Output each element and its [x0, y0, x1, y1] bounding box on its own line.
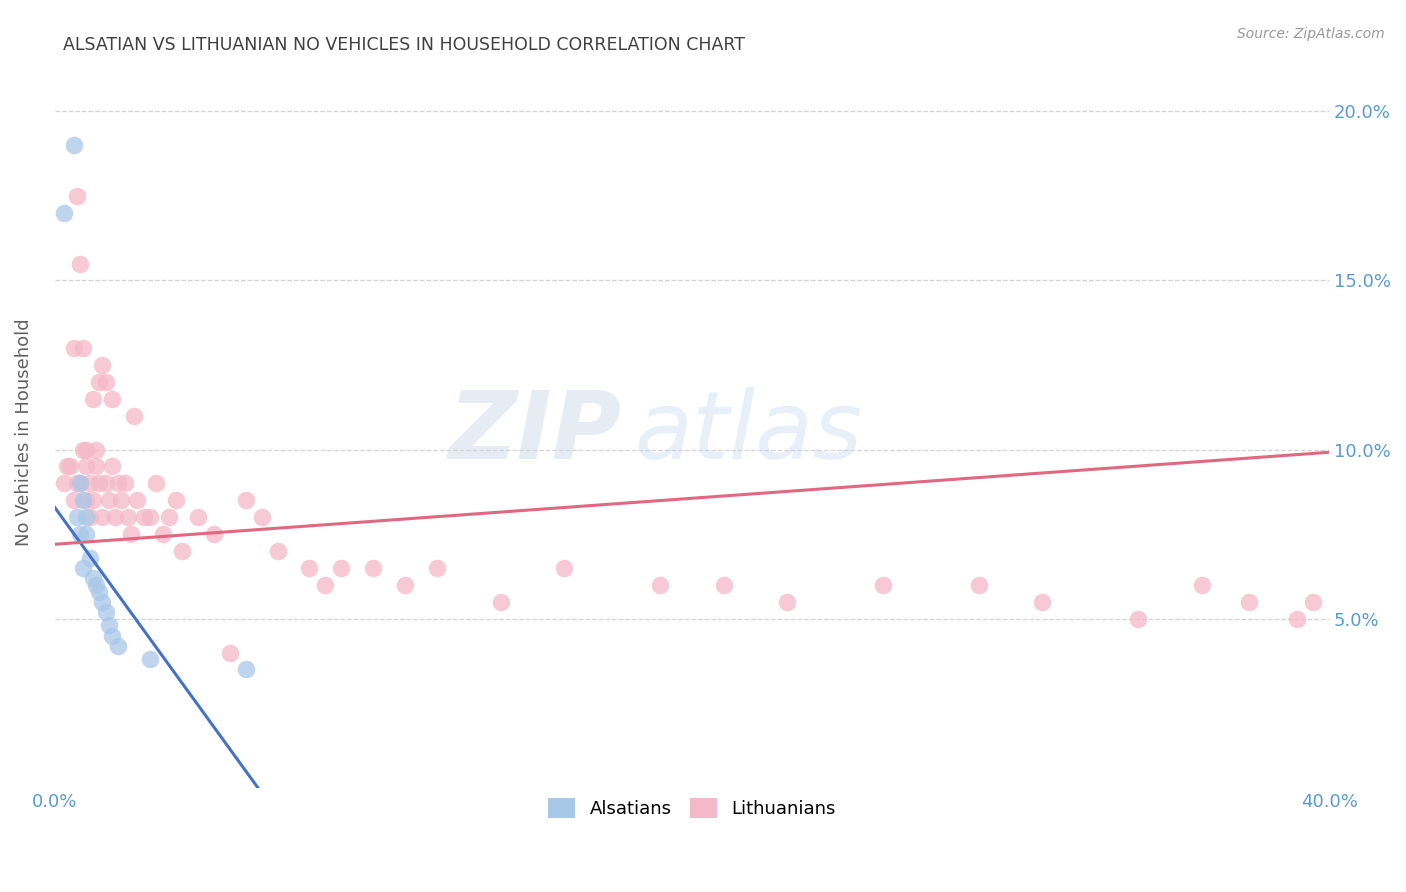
- Point: [89, 584, 111, 599]
- Point: [89, 375, 111, 389]
- Point: [967, 578, 990, 592]
- Point: [235, 493, 257, 508]
- Point: [101, 629, 124, 643]
- Point: [75, 442, 97, 457]
- Point: [62, 341, 84, 355]
- Point: [1031, 595, 1053, 609]
- Point: [202, 527, 225, 541]
- Point: [82, 392, 104, 406]
- Point: [132, 510, 155, 524]
- Point: [91, 510, 114, 524]
- Point: [127, 493, 149, 508]
- Point: [165, 493, 187, 508]
- Point: [139, 652, 162, 666]
- Point: [62, 493, 84, 508]
- Point: [101, 459, 124, 474]
- Point: [94, 375, 117, 389]
- Point: [170, 544, 193, 558]
- Point: [235, 663, 257, 677]
- Point: [82, 493, 104, 508]
- Legend: Alsatians, Lithuanians: Alsatians, Lithuanians: [541, 790, 842, 825]
- Point: [69, 256, 91, 270]
- Point: [94, 605, 117, 619]
- Point: [330, 561, 353, 575]
- Point: [110, 493, 132, 508]
- Point: [75, 527, 97, 541]
- Point: [1239, 595, 1261, 609]
- Point: [120, 527, 142, 541]
- Point: [489, 595, 512, 609]
- Point: [72, 442, 94, 457]
- Point: [107, 639, 129, 653]
- Point: [62, 138, 84, 153]
- Point: [84, 442, 107, 457]
- Point: [97, 493, 120, 508]
- Point: [84, 459, 107, 474]
- Point: [218, 646, 240, 660]
- Point: [152, 527, 174, 541]
- Point: [104, 510, 127, 524]
- Point: [776, 595, 799, 609]
- Point: [394, 578, 416, 592]
- Point: [157, 510, 180, 524]
- Point: [75, 493, 97, 508]
- Y-axis label: No Vehicles in Household: No Vehicles in Household: [15, 318, 32, 547]
- Text: Source: ZipAtlas.com: Source: ZipAtlas.com: [1237, 27, 1385, 41]
- Point: [314, 578, 336, 592]
- Text: ZIP: ZIP: [449, 386, 621, 479]
- Point: [1126, 612, 1149, 626]
- Point: [97, 618, 120, 632]
- Point: [53, 476, 76, 491]
- Point: [114, 476, 136, 491]
- Point: [122, 409, 145, 423]
- Text: ALSATIAN VS LITHUANIAN NO VEHICLES IN HOUSEHOLD CORRELATION CHART: ALSATIAN VS LITHUANIAN NO VEHICLES IN HO…: [63, 36, 745, 54]
- Point: [553, 561, 575, 575]
- Point: [250, 510, 273, 524]
- Point: [713, 578, 735, 592]
- Point: [69, 527, 91, 541]
- Point: [101, 392, 124, 406]
- Point: [1286, 612, 1309, 626]
- Point: [117, 510, 139, 524]
- Point: [91, 595, 114, 609]
- Point: [59, 459, 82, 474]
- Point: [72, 561, 94, 575]
- Point: [69, 476, 91, 491]
- Point: [1302, 595, 1324, 609]
- Point: [187, 510, 209, 524]
- Point: [72, 341, 94, 355]
- Point: [107, 476, 129, 491]
- Point: [53, 206, 76, 220]
- Point: [79, 510, 101, 524]
- Point: [66, 476, 89, 491]
- Point: [361, 561, 384, 575]
- Point: [139, 510, 162, 524]
- Point: [75, 459, 97, 474]
- Point: [266, 544, 288, 558]
- Point: [72, 493, 94, 508]
- Point: [79, 550, 101, 565]
- Point: [75, 510, 97, 524]
- Point: [56, 459, 79, 474]
- Point: [79, 476, 101, 491]
- Point: [84, 578, 107, 592]
- Point: [1191, 578, 1213, 592]
- Point: [69, 476, 91, 491]
- Point: [872, 578, 894, 592]
- Point: [82, 571, 104, 585]
- Point: [91, 358, 114, 372]
- Point: [89, 476, 111, 491]
- Text: atlas: atlas: [634, 387, 863, 478]
- Point: [145, 476, 167, 491]
- Point: [298, 561, 321, 575]
- Point: [66, 189, 89, 203]
- Point: [94, 476, 117, 491]
- Point: [426, 561, 449, 575]
- Point: [648, 578, 671, 592]
- Point: [66, 510, 89, 524]
